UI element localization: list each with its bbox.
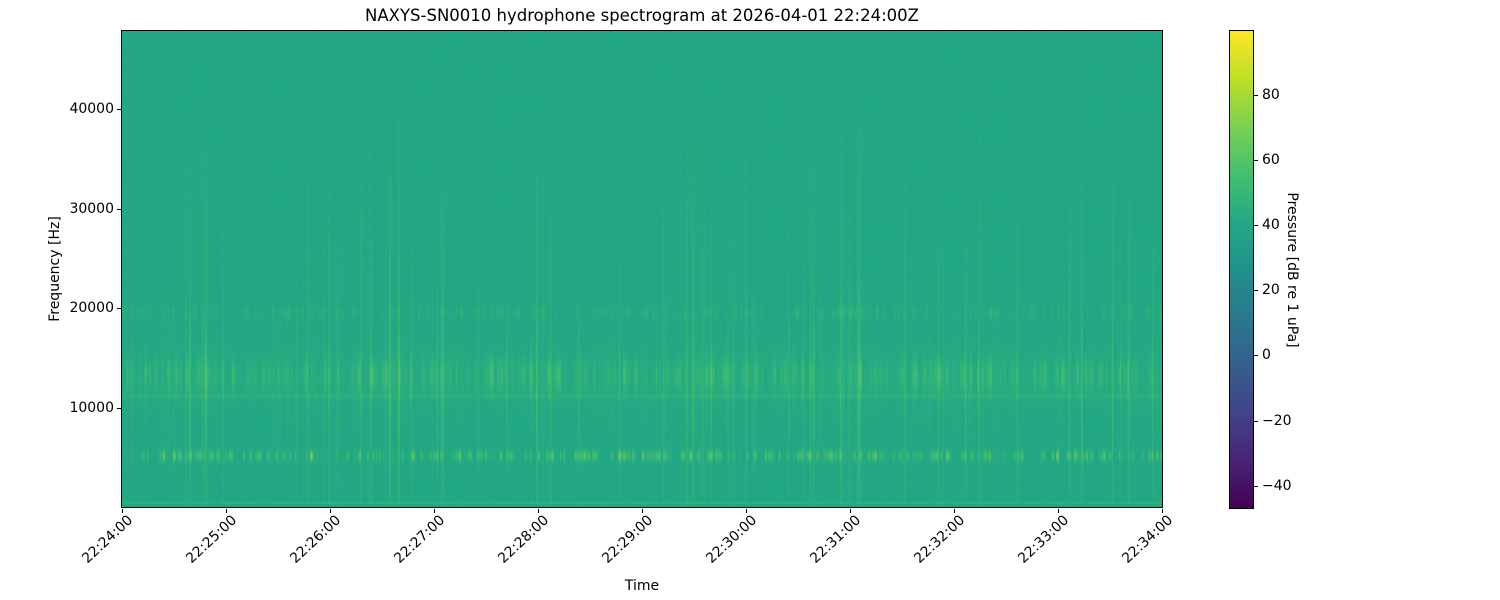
x-tick-label: 22:34:00: [1119, 512, 1177, 567]
colorbar-tick-mark: [1254, 420, 1258, 422]
colorbar-tick-mark: [1254, 290, 1258, 292]
x-tick-mark: [849, 509, 851, 513]
colorbar-tick-mark: [1254, 225, 1258, 226]
x-tick-label: 22:27:00: [391, 512, 449, 567]
colorbar-tick-mark: [1254, 94, 1258, 96]
colorbar-tick-mark: [1254, 159, 1258, 161]
x-tick-label: 22:33:00: [1015, 512, 1073, 567]
y-tick-label: 30000: [69, 200, 114, 217]
x-tick-mark: [641, 509, 643, 513]
spectrogram-plot: [121, 30, 1163, 508]
x-tick-label: 22:24:00: [79, 512, 137, 567]
colorbar-label: Pressure [dB re 1 uPa]: [1284, 192, 1300, 348]
y-tick-mark: [117, 308, 121, 310]
x-axis-label: Time: [624, 578, 660, 594]
y-tick-mark: [117, 109, 121, 111]
colorbar-tick-label: 20: [1262, 282, 1280, 299]
colorbar-tick-mark: [1254, 485, 1258, 487]
x-tick-mark: [225, 509, 227, 513]
x-tick-label: 22:25:00: [183, 512, 241, 567]
x-tick-mark: [329, 509, 331, 513]
colorbar-tick-mark: [1254, 355, 1258, 357]
x-tick-mark: [953, 509, 955, 513]
colorbar-tick-label: −40: [1262, 477, 1292, 494]
colorbar-tick-label: 80: [1262, 86, 1280, 103]
colorbar: [1229, 30, 1254, 509]
chart-title: NAXYS-SN0010 hydrophone spectrogram at 2…: [365, 6, 919, 25]
spectrogram-canvas: [122, 31, 1162, 507]
x-tick-mark: [537, 509, 539, 513]
x-tick-mark: [121, 509, 123, 513]
x-tick-mark: [433, 509, 435, 513]
x-tick-mark: [745, 509, 747, 513]
colorbar-tick-label: 60: [1262, 151, 1280, 168]
colorbar-tick-label: −20: [1262, 412, 1292, 429]
y-tick-label: 10000: [69, 399, 114, 416]
x-tick-label: 22:30:00: [703, 512, 761, 567]
x-tick-label: 22:28:00: [495, 512, 553, 567]
colorbar-tick-label: 0: [1262, 347, 1271, 364]
y-tick-label: 40000: [69, 101, 114, 118]
x-tick-label: 22:32:00: [911, 512, 969, 567]
x-tick-label: 22:31:00: [807, 512, 865, 567]
y-tick-mark: [117, 208, 121, 210]
x-tick-mark: [1161, 509, 1163, 513]
x-tick-mark: [1057, 509, 1059, 513]
x-tick-label: 22:26:00: [287, 512, 345, 567]
x-tick-label: 22:29:00: [599, 512, 657, 567]
y-tick-mark: [117, 407, 121, 409]
colorbar-tick-label: 40: [1262, 217, 1280, 233]
y-tick-label: 20000: [69, 300, 114, 317]
